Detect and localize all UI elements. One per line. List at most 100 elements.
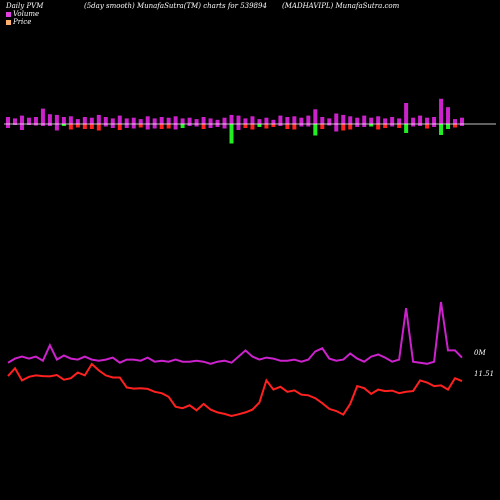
volume-bar-up — [145, 116, 150, 124]
volume-bar-up — [187, 117, 192, 124]
volume-bar-up — [152, 118, 157, 124]
volume-bar-up — [215, 119, 220, 124]
volume-bar-down — [201, 124, 206, 129]
chart-title-left: Daily PVM — [6, 2, 44, 10]
volume-bar-up — [103, 117, 108, 124]
volume-bar-down — [173, 124, 178, 130]
volume-bar-down — [390, 124, 395, 127]
volume-bar-up — [383, 118, 388, 124]
volume-bar-up — [355, 117, 360, 124]
volume-bar-up — [264, 117, 269, 124]
volume-bar-down — [348, 124, 353, 130]
volume-bar-up — [411, 117, 416, 124]
volume-bar-up — [250, 116, 255, 124]
volume-bar-up — [432, 117, 437, 124]
volume-bar-down — [131, 124, 136, 129]
volume-bar-down — [47, 124, 52, 126]
volume-bar-up — [306, 115, 311, 124]
volume-bar-down — [383, 124, 388, 128]
volume-bar-down — [103, 124, 108, 127]
chart-title-middle: (5day smooth) MunafaSutra(TM) charts for… — [84, 2, 267, 10]
volume-bar-down — [145, 124, 150, 130]
volume-line — [7, 301, 463, 365]
volume-bar-down — [411, 124, 416, 127]
volume-bar-down — [369, 124, 374, 127]
volume-bar-down — [124, 124, 129, 128]
volume-bar-down — [138, 124, 143, 128]
price-line — [7, 362, 463, 418]
legend-price-label: Price — [13, 18, 32, 26]
volume-bar-down — [257, 124, 262, 127]
price-line-label: 11.51 — [474, 370, 494, 378]
volume-bar-up — [229, 114, 234, 124]
volume-bar-up — [89, 117, 94, 124]
volume-bar-down — [243, 124, 248, 128]
volume-bar-down — [187, 124, 192, 126]
volume-bar-down — [292, 124, 297, 130]
volume-bar-up — [173, 116, 178, 124]
volume-bar-down — [96, 124, 101, 131]
volume-bar-up — [82, 117, 87, 124]
volume-bar-down — [12, 124, 17, 125]
volume-bar-down — [299, 124, 304, 127]
volume-bar-up — [271, 119, 276, 124]
volume-bar-up — [418, 115, 423, 124]
volume-bar-up — [33, 117, 38, 124]
volume-bar-up — [257, 119, 262, 124]
volume-bar-up — [460, 117, 464, 124]
volume-bar-down — [446, 124, 451, 129]
volume-bar-up — [208, 118, 213, 124]
volume-bar-up — [54, 114, 59, 124]
volume-bar-down — [285, 124, 290, 129]
volume-bar-down — [320, 124, 325, 129]
volume-bar-up — [313, 109, 318, 124]
volume-bar-up — [19, 115, 24, 124]
volume-bar-down — [40, 124, 45, 126]
volume-bar-down — [306, 124, 311, 127]
volume-bar-down — [341, 124, 346, 131]
volume-bar-down — [152, 124, 157, 129]
volume-bar-up — [166, 117, 171, 124]
volume-bar-down — [54, 124, 59, 131]
legend-volume-swatch — [6, 11, 11, 17]
legend-price: Price — [6, 18, 31, 26]
volume-bar-up — [425, 117, 430, 124]
volume-bar-up — [68, 116, 73, 124]
volume-bar-up — [201, 117, 206, 124]
volume-bar-up — [320, 117, 325, 124]
volume-bar-up — [397, 118, 402, 124]
volume-bar-up — [117, 115, 122, 124]
volume-bar-up — [131, 117, 136, 124]
volume-bar-down — [222, 124, 227, 129]
volume-bar-up — [327, 118, 332, 124]
volume-bar-down — [355, 124, 360, 127]
volume-bar-down — [6, 124, 10, 128]
volume-bar-down — [194, 124, 199, 127]
volume-bar-down — [208, 124, 213, 128]
volume-bar-down — [61, 124, 66, 126]
volume-bar-down — [425, 124, 430, 129]
volume-bar-up — [40, 108, 45, 124]
volume-bar-down — [250, 124, 255, 130]
volume-bar-down — [33, 124, 38, 126]
volume-bar-up — [222, 117, 227, 124]
volume-bar-down — [376, 124, 381, 130]
volume-bar-down — [313, 124, 318, 136]
volume-bar-down — [180, 124, 185, 128]
volume-bar-up — [138, 119, 143, 124]
volume-bar-up — [299, 117, 304, 124]
volume-bar-up — [334, 113, 339, 124]
volume-bar-up — [26, 117, 31, 124]
volume-bar-down — [404, 124, 409, 133]
volume-bar-down — [432, 124, 437, 127]
volume-bar-down — [334, 124, 339, 132]
volume-bar-up — [61, 117, 66, 124]
volume-bar-up — [439, 98, 444, 124]
volume-bar-up — [96, 114, 101, 124]
volume-bar-down — [264, 124, 269, 129]
volume-bar-up — [390, 117, 395, 124]
volume-bar-up — [404, 103, 409, 124]
volume-bar-up — [124, 118, 129, 124]
volume-bar-up — [278, 115, 283, 124]
